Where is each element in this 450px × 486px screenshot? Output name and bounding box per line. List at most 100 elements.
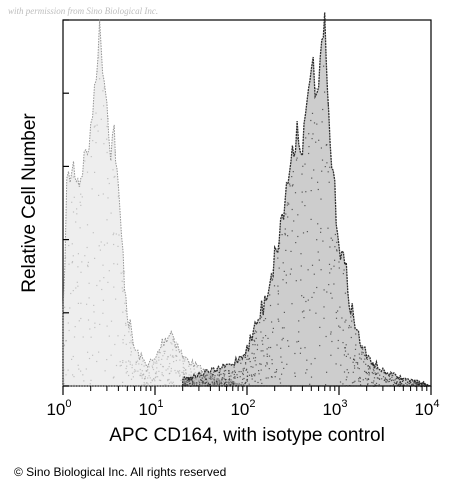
histogram-speckle (233, 366, 235, 368)
histogram-speckle (234, 382, 237, 384)
histogram-speckle (98, 194, 100, 196)
histogram-speckle (211, 382, 213, 384)
histogram-speckle (184, 381, 186, 383)
histogram-speckle (158, 356, 160, 358)
histogram-speckle (260, 379, 262, 381)
histogram-speckle (366, 373, 368, 375)
histogram-speckle (87, 319, 90, 321)
histogram-speckle (258, 370, 260, 372)
histogram-speckle (183, 367, 185, 369)
histogram-speckle (238, 371, 240, 373)
x-tick-label: 102 (230, 398, 255, 419)
histogram-speckle (256, 344, 259, 346)
histogram-speckle (141, 374, 143, 376)
histogram-speckle (248, 374, 251, 376)
histogram-speckle (282, 279, 284, 281)
histogram-speckle (212, 377, 214, 379)
histogram-speckle (329, 246, 331, 248)
histogram-speckle (363, 354, 366, 356)
histogram-speckle (116, 263, 119, 265)
histogram-speckle (239, 385, 241, 387)
histogram-speckle (418, 383, 420, 385)
histogram-speckle (205, 382, 207, 384)
histogram-speckle (179, 370, 181, 372)
histogram-speckle (210, 378, 212, 380)
histogram-speckle (365, 371, 367, 374)
histogram-speckle (281, 361, 283, 363)
y-axis-ticks (63, 19, 69, 387)
histogram-speckle (131, 364, 133, 366)
histogram-speckle (139, 375, 141, 377)
histogram-speckle (200, 379, 203, 381)
histogram-speckle (228, 378, 231, 380)
histogram-speckle (401, 378, 403, 380)
histogram-speckle (307, 269, 309, 271)
histogram-speckle (177, 370, 179, 372)
histogram-speckle (155, 371, 158, 373)
histogram-speckle (362, 379, 364, 381)
histogram-speckle (254, 332, 256, 334)
histogram-speckle (144, 377, 146, 379)
histogram-speckle (193, 377, 195, 379)
histogram-speckle (304, 163, 306, 165)
histogram-speckle (254, 340, 256, 342)
histogram-speckle (416, 384, 418, 386)
histogram-speckle (406, 384, 408, 386)
histogram-speckle (228, 372, 231, 374)
histogram-speckle (128, 374, 130, 377)
histogram-speckle (77, 253, 79, 255)
histogram-speckle (330, 333, 332, 335)
histogram-speckle (172, 355, 174, 357)
histogram-speckle (232, 371, 234, 373)
histogram-speckle (357, 362, 359, 364)
histogram-speckle (199, 382, 201, 384)
histogram-speckle (272, 269, 274, 271)
histogram-speckle (87, 264, 89, 266)
histogram-speckle (76, 213, 78, 215)
histogram-speckle (146, 382, 148, 384)
histogram-speckle (188, 374, 190, 376)
histogram-speckle (413, 384, 415, 386)
histogram-speckle (286, 363, 288, 365)
histogram-speckle (212, 383, 214, 385)
histogram-speckle (416, 383, 418, 385)
histogram-speckle (80, 302, 82, 304)
histogram-speckle (269, 294, 271, 296)
histogram-speckle (219, 374, 221, 376)
histogram-speckle (284, 232, 286, 235)
histogram-speckle (254, 360, 256, 362)
histogram-speckle (100, 118, 102, 120)
histogram-speckle (106, 219, 108, 221)
histogram-speckle (236, 376, 239, 379)
histogram-speckle (222, 377, 224, 379)
histogram-speckle (93, 126, 95, 128)
histogram-speckle (264, 318, 267, 320)
histogram-speckle (64, 257, 67, 259)
histogram-speckle (329, 272, 331, 274)
histogram-speckle (397, 384, 400, 386)
histogram-speckle (88, 297, 90, 299)
histogram-speckle (392, 384, 395, 386)
histogram-speckle (408, 380, 410, 382)
histogram-speckle (235, 385, 238, 387)
histogram-speckle (161, 372, 163, 374)
histogram-speckle (220, 383, 223, 385)
histogram-speckle (262, 343, 264, 345)
histogram-speckle (405, 379, 407, 381)
histogram-speckle (327, 171, 329, 173)
histogram-speckle (162, 355, 164, 357)
histogram-speckle (401, 378, 403, 380)
histogram-speckle (108, 335, 110, 337)
histogram-speckle (302, 165, 304, 167)
histogram-speckle (217, 379, 219, 381)
histogram-speckle (235, 384, 237, 386)
histogram-speckle (327, 103, 329, 105)
histogram-speckle (323, 306, 325, 308)
histogram-speckle (84, 255, 86, 257)
histogram-speckle (154, 362, 156, 364)
histogram-speckle (261, 340, 263, 342)
histogram-speckle (291, 208, 293, 211)
histogram-speckle (113, 263, 115, 265)
histogram-speckle (287, 340, 289, 342)
histogram-speckle (139, 374, 141, 376)
